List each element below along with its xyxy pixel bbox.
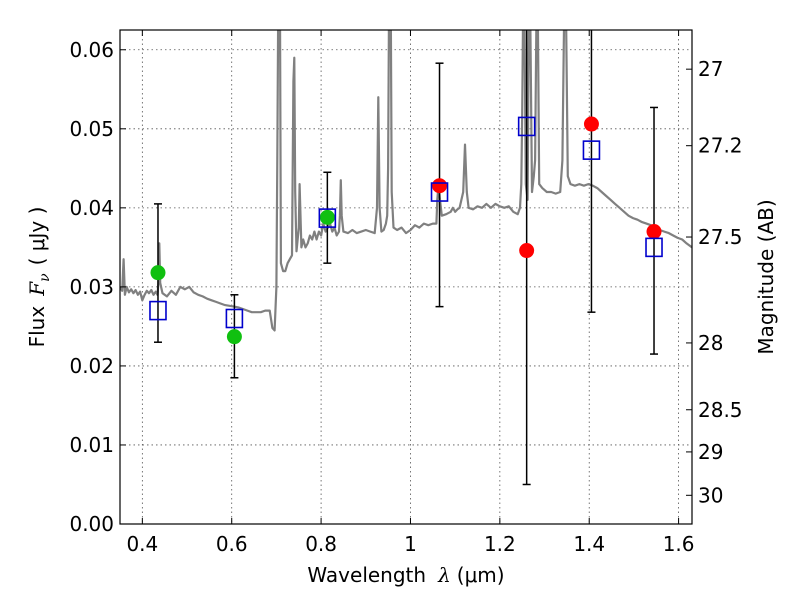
x-tick-label: 1.6 xyxy=(663,532,695,556)
data-point-square xyxy=(645,237,663,258)
y-tick-label: 0.02 xyxy=(69,354,114,378)
x-axis-label-text: Wavelength xyxy=(307,563,426,587)
y-axis-label-unit: ( μJy ) xyxy=(25,207,49,266)
data-point-square xyxy=(149,300,167,321)
y-tick-label: 0.06 xyxy=(69,38,114,62)
data-point-circle xyxy=(519,243,535,259)
y2-tick-label: 28.5 xyxy=(698,398,743,422)
data-point-square xyxy=(582,140,601,160)
y2-axis-label: Magnitude (AB) xyxy=(754,199,778,354)
data-point-square xyxy=(225,308,244,329)
x-tick-label: 0.8 xyxy=(305,532,337,556)
x-axis-label: Wavelength λ (μm) xyxy=(307,563,504,587)
data-point-square xyxy=(430,182,449,202)
data-point-circle xyxy=(432,178,448,194)
grid-layer xyxy=(120,30,692,525)
x-tick-label: 1.2 xyxy=(484,532,516,556)
y-axis-label: Flux Fν ( μJy ) xyxy=(25,207,53,348)
x-tick-label: 1.4 xyxy=(573,532,605,556)
y2-tick-label: 29 xyxy=(698,440,723,464)
data-point-circle xyxy=(319,209,335,225)
data-point-circle xyxy=(150,265,166,281)
y-axis-label-text: Flux xyxy=(25,306,49,348)
y2-tick-label: 27.5 xyxy=(698,225,743,249)
data-point-circle xyxy=(646,224,662,240)
y-tick-label: 0.04 xyxy=(69,196,114,220)
y-tick-label: 0.01 xyxy=(69,433,114,457)
data-point-circle xyxy=(226,329,242,345)
y2-tick-label: 27.2 xyxy=(698,134,743,158)
x-tick-label: 0.6 xyxy=(216,532,248,556)
plot-layer xyxy=(120,30,692,486)
plot-area xyxy=(120,30,692,332)
y-axis-label-subscript: ν xyxy=(37,273,53,282)
x-tick-label: 1 xyxy=(404,532,417,556)
y2-tick-label: 28 xyxy=(698,331,723,355)
data-point-circle xyxy=(583,116,599,132)
spectrum-line xyxy=(120,30,692,332)
tick-layer: 0.4 0.6 0.8 1 1.2 1.4 1.6 0.00 0.01 0.02 0.03 0.04 0… xyxy=(69,30,743,556)
x-axis-label-symbol: λ xyxy=(437,563,451,587)
y-tick-label: 0.03 xyxy=(69,275,114,299)
x-tick-label: 0.4 xyxy=(126,532,158,556)
y-tick-label: 0.00 xyxy=(69,512,114,536)
data-point-square xyxy=(318,208,337,228)
plot-frame xyxy=(119,29,693,525)
y-axis-label-symbol: F xyxy=(25,281,49,297)
y2-tick-label: 27 xyxy=(698,57,723,81)
y-tick-label: 0.05 xyxy=(69,117,114,141)
x-axis-label-unit: (μm) xyxy=(457,563,505,587)
data-point-square xyxy=(517,116,536,137)
y2-tick-label: 30 xyxy=(698,483,723,507)
